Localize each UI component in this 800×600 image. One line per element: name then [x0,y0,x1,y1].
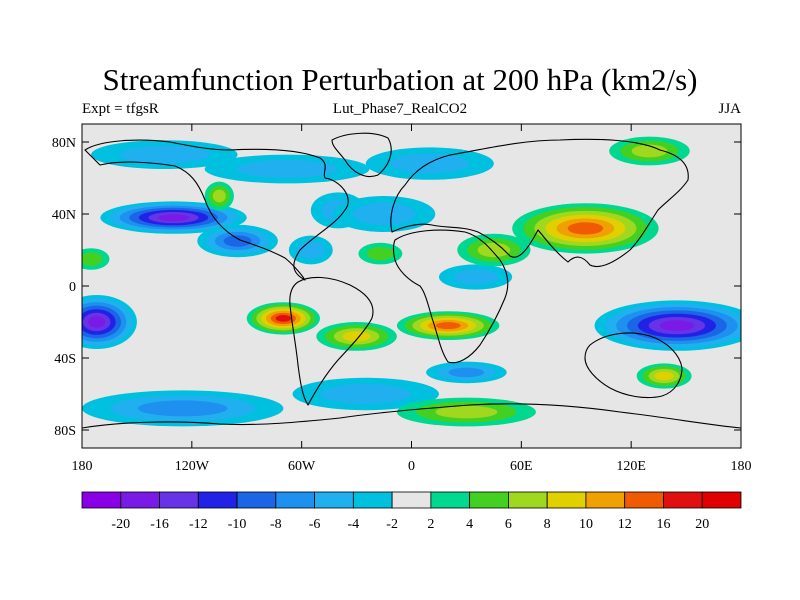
contour-band [275,314,292,322]
coastline-australia [584,332,683,399]
colorbar-swatch [314,491,354,509]
x-tick-label: 60E [510,459,533,474]
contour-band [477,242,511,258]
coastline-south-america [289,276,374,406]
colorbar: -20 -16 -12 -10 -8 -6 -4 -2 2 4 6 8 10 12 16 20 [81,491,742,532]
colorbar-swatch [81,491,122,509]
contour-band [435,405,498,419]
contour-band [212,189,226,203]
x-tick-label: 120E [616,459,646,474]
contour-band [435,322,461,330]
axis-tick-labels: 180 120W 60W 0 60E 120E 180 80N 40N 0 40S 80S [52,136,752,474]
colorbar-label: 6 [505,517,512,532]
coastline-greenland [331,132,392,178]
coastline-africa [392,229,509,364]
contour-band [567,222,604,235]
contour-band [297,241,325,259]
axis-ticks [81,124,742,448]
contour-band [88,316,106,328]
colorbar-swatch [352,491,393,509]
colorbar-label: -16 [150,517,169,532]
colorbar-label: 2 [427,517,434,532]
contour-band [366,246,394,261]
coastline-antarctica [82,403,741,429]
colorbar-label: 4 [466,517,473,532]
colorbar-swatch [197,491,238,509]
colorbar-swatch [624,491,664,509]
colorbar-label: 16 [656,517,670,532]
colorbar-swatch [508,491,548,509]
contour-band [631,144,668,158]
colorbar-swatch [469,491,509,509]
colorbar-label: -12 [189,517,208,532]
colorbar-label: 12 [618,517,632,532]
contour-band [320,384,411,404]
colorbar-swatch [546,491,587,509]
x-tick-label: 180 [731,459,752,474]
colorbar-swatch [159,491,199,509]
contour-band [453,269,499,285]
colorbar-label: -8 [270,517,282,532]
colorbar-label: -20 [111,517,130,532]
colorbar-label: -2 [386,517,398,532]
coastline-eurasia [390,138,689,268]
contour-band [659,320,695,331]
contour-band [342,331,371,342]
season-label: JJA [718,101,741,117]
x-tick-label: 60W [288,459,316,474]
y-tick-label: 40N [52,208,76,223]
contour-band [223,235,252,247]
contour-band [390,153,470,174]
case-label: Lut_Phase7_RealCO2 [332,101,468,117]
colorbar-swatch [391,491,432,509]
contour-band [236,160,338,178]
colorbar-label: -10 [228,517,247,532]
colorbar-label: -6 [309,517,321,532]
y-tick-label: 80S [54,424,76,439]
colorbar-label: 20 [695,517,709,532]
coastline-north-america [84,139,349,281]
colorbar-swatch [585,491,626,509]
experiment-label: Expt = tfgsR [82,101,159,117]
contour-band [352,202,416,226]
contour-band [82,252,103,266]
colorbar-label: -4 [348,517,360,532]
coastlines [82,132,741,429]
colorbar-swatch [663,491,703,509]
y-tick-label: 80N [52,136,76,151]
contour-band [158,214,189,222]
contour-band [137,400,228,417]
colorbar-swatch [701,491,742,509]
chart-title: Streamfunction Perturbation at 200 hPa (… [102,62,698,97]
contour-band [654,371,674,381]
colorbar-swatch [275,491,315,509]
x-tick-label: 180 [72,459,93,474]
colorbar-swatch [430,491,471,509]
colorbar-swatch [120,491,160,509]
y-tick-label: 40S [54,352,76,367]
colorbar-swatch [236,491,277,509]
colorbar-label: 10 [579,517,593,532]
x-tick-label: 0 [408,459,415,474]
contour-band [119,145,210,164]
y-tick-label: 0 [69,280,76,295]
contour-band [448,367,485,378]
x-tick-label: 120W [175,459,210,474]
colorbar-label: 8 [544,517,551,532]
